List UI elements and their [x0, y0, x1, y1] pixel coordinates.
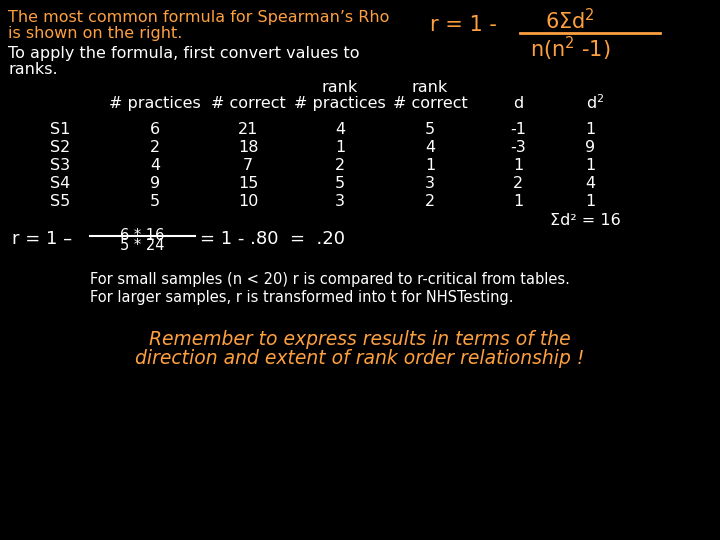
Text: 3: 3 — [425, 176, 435, 191]
Text: is shown on the right.: is shown on the right. — [8, 26, 182, 41]
Text: d: d — [513, 96, 523, 111]
Text: 1: 1 — [513, 194, 523, 209]
Text: 4: 4 — [150, 158, 160, 173]
Text: 1: 1 — [585, 194, 595, 209]
Text: 5: 5 — [150, 194, 160, 209]
Text: n(n$^2$ -1): n(n$^2$ -1) — [530, 35, 611, 63]
Text: S2: S2 — [50, 140, 71, 155]
Text: 18: 18 — [238, 140, 258, 155]
Text: 9: 9 — [585, 140, 595, 155]
Text: 10: 10 — [238, 194, 258, 209]
Text: 4: 4 — [425, 140, 435, 155]
Text: Σd² = 16: Σd² = 16 — [550, 213, 621, 228]
Text: # practices: # practices — [294, 96, 386, 111]
Text: For larger samples, r is transformed into t for NHSTesting.: For larger samples, r is transformed int… — [90, 290, 513, 305]
Text: 2: 2 — [513, 176, 523, 191]
Text: 1: 1 — [425, 158, 435, 173]
Text: direction and extent of rank order relationship !: direction and extent of rank order relat… — [135, 349, 585, 368]
Text: r = 1 -: r = 1 - — [430, 15, 497, 35]
Text: d: d — [586, 96, 596, 111]
Text: 2: 2 — [150, 140, 160, 155]
Text: The most common formula for Spearman’s Rho: The most common formula for Spearman’s R… — [8, 10, 390, 25]
Text: 1: 1 — [335, 140, 345, 155]
Text: 1: 1 — [513, 158, 523, 173]
Text: S1: S1 — [50, 122, 71, 137]
Text: 2: 2 — [425, 194, 435, 209]
Text: # correct: # correct — [392, 96, 467, 111]
Text: 1: 1 — [585, 158, 595, 173]
Text: r = 1 –: r = 1 – — [12, 230, 72, 248]
Text: rank: rank — [322, 80, 358, 95]
Text: 6$\Sigma$d$^2$: 6$\Sigma$d$^2$ — [545, 8, 595, 33]
Text: S4: S4 — [50, 176, 71, 191]
Text: ranks.: ranks. — [8, 62, 58, 77]
Text: -1: -1 — [510, 122, 526, 137]
Text: 5 * 24: 5 * 24 — [120, 238, 165, 253]
Text: To apply the formula, first convert values to: To apply the formula, first convert valu… — [8, 46, 359, 61]
Text: 2: 2 — [596, 94, 603, 104]
Text: 15: 15 — [238, 176, 258, 191]
Text: S3: S3 — [50, 158, 70, 173]
Text: 4: 4 — [335, 122, 345, 137]
Text: # correct: # correct — [211, 96, 285, 111]
Text: -3: -3 — [510, 140, 526, 155]
Text: 7: 7 — [243, 158, 253, 173]
Text: For small samples (n < 20) r is compared to r-critical from tables.: For small samples (n < 20) r is compared… — [90, 272, 570, 287]
Text: Remember to express results in terms of the: Remember to express results in terms of … — [149, 330, 571, 349]
Text: 5: 5 — [335, 176, 345, 191]
Text: rank: rank — [412, 80, 448, 95]
Text: 3: 3 — [335, 194, 345, 209]
Text: 5: 5 — [425, 122, 435, 137]
Text: 6 * 16: 6 * 16 — [120, 228, 165, 243]
Text: S5: S5 — [50, 194, 71, 209]
Text: # practices: # practices — [109, 96, 201, 111]
Text: 1: 1 — [585, 122, 595, 137]
Text: 4: 4 — [585, 176, 595, 191]
Text: 2: 2 — [335, 158, 345, 173]
Text: = 1 - .80  =  .20: = 1 - .80 = .20 — [200, 230, 345, 248]
Text: 6: 6 — [150, 122, 160, 137]
Text: 9: 9 — [150, 176, 160, 191]
Text: 21: 21 — [238, 122, 258, 137]
